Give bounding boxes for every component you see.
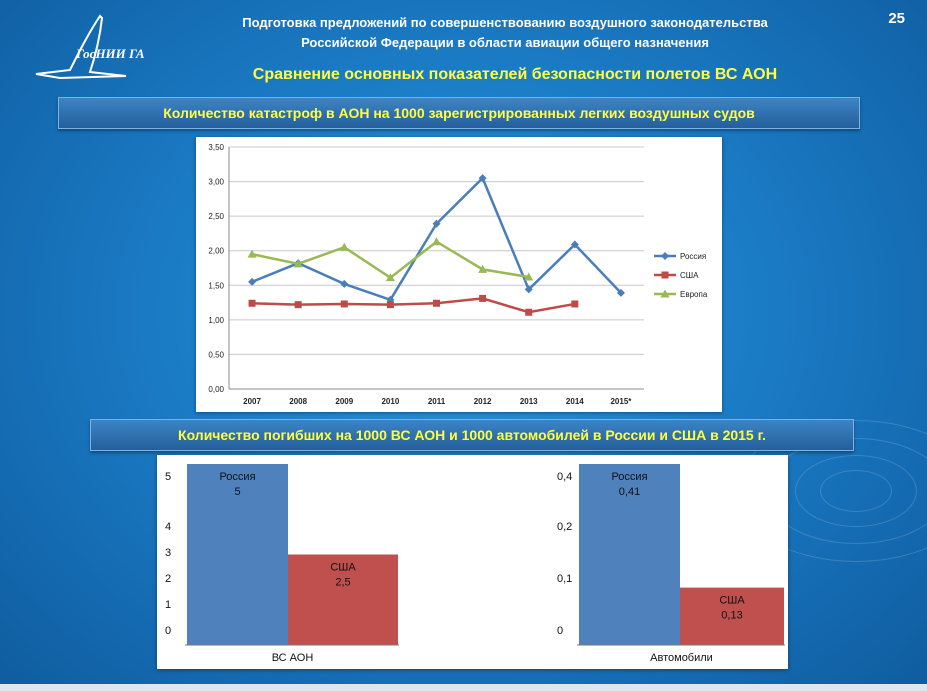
point-triangle [247,249,257,258]
point-diamond [524,285,533,294]
x-tick-label: 2009 [335,397,353,406]
bar-value-label: 0,41 [619,486,640,498]
legend-label: Европа [680,290,708,299]
x-tick-label: 2013 [520,397,538,406]
y-tick-label: 1 [165,599,171,611]
y-tick-label: 4 [165,521,171,533]
x-tick-label: 2007 [243,397,261,406]
point-diamond [661,252,669,260]
x-tick-label: 2011 [428,397,446,406]
bar-value-label: 5 [234,486,240,498]
series-line [252,297,576,314]
bar-value-label: 0,13 [721,610,742,622]
y-tick-label: 0,00 [208,385,224,394]
point-square [248,299,256,307]
footer-strip [0,684,927,691]
point-diamond [616,288,625,297]
point-triangle [524,272,534,281]
bar [680,587,784,645]
x-category-label: Автомобили [650,652,713,664]
point-triangle [660,289,670,298]
point-diamond [478,174,487,183]
svg-text:ГосНИИ ГА: ГосНИИ ГА [75,46,145,61]
y-tick-label: 5 [165,471,171,483]
bar-series-label: Россия [219,471,255,483]
point-diamond [432,219,441,228]
point-triangle [432,237,441,246]
y-tick-label: 2,00 [208,247,224,256]
x-tick-label: 2015* [610,397,632,406]
point-diamond [340,279,349,288]
gosnii-ga-logo: ГосНИИ ГА [35,14,145,80]
point-triangle [478,264,488,273]
x-tick-label: 2008 [289,397,307,406]
point-diamond [386,295,395,304]
header-line-1: Подготовка предложений по совершенствова… [242,15,768,30]
point-triangle [385,273,395,282]
legend-label: США [680,271,699,280]
x-tick-label: 2014 [566,397,584,406]
series-square [248,294,579,316]
point-square [386,301,394,309]
y-tick-label: 0 [165,625,171,637]
bar-series-label: Россия [611,471,647,483]
point-square [571,300,579,308]
point-square [433,299,440,307]
point-square [294,301,302,309]
bar-series-label: США [330,562,356,574]
point-diamond [570,240,579,249]
y-tick-label: 2 [165,573,171,585]
line-chart-panel: 0,00 0,50 1,00 1,50 2,00 2,50 3,00 3,50 2007 2008… [196,137,722,412]
y-tick-label: 0,1 [557,573,572,585]
banner-accidents: Количество катастроф в АОН на 1000 зарег… [58,97,860,129]
y-tick-label: 0,50 [208,350,224,359]
bar [288,554,398,645]
y-tick-label: 0 [557,625,563,637]
point-triangle [293,259,303,268]
y-tick-label: 0,2 [557,521,572,533]
point-square [525,308,533,316]
y-tick-label: 1,50 [208,281,224,290]
point-square [661,271,669,279]
line-chart: 0,00 0,50 1,00 1,50 2,00 2,50 3,00 3,50 2007 2008… [208,143,708,406]
bar [187,464,288,645]
slide-subtitle: Сравнение основных показателей безопасно… [252,66,778,83]
bar-charts: 0 1 2 3 4 5 Россия 5 США 2,5 ВС АОН 0 0,1 0,2 0,4 Росси… [165,464,785,664]
y-tick-label: 3,00 [208,178,224,187]
legend-label: Россия [680,252,706,261]
point-square [340,300,348,308]
x-category-label: ВС АОН [272,652,314,664]
bar-series-label: США [719,595,745,607]
page-number: 25 [888,10,905,27]
bar [579,464,680,645]
series-triangle [247,237,534,282]
point-triangle [339,242,349,251]
y-tick-label: 3,50 [208,143,224,152]
y-tick-label: 2,50 [208,212,224,221]
series-line [251,240,529,280]
banner-fatalities: Количество погибших на 1000 ВС АОН и 100… [90,419,854,451]
y-tick-label: 0,4 [557,471,572,483]
y-tick-label: 1,00 [208,316,224,325]
y-tick-label: 3 [165,547,171,559]
x-tick-label: 2012 [474,397,492,406]
header-line-2: Российской Федерации в области авиации о… [301,35,709,50]
bar-value-label: 2,5 [335,577,350,589]
x-tick-label: 2010 [381,397,399,406]
point-diamond [248,277,257,286]
point-square [479,294,487,302]
bar-chart-cars: 0 0,1 0,2 0,4 Россия 0,41 США 0,13 Автомобили [557,464,785,664]
bar-charts-panel: 0 1 2 3 4 5 Россия 5 США 2,5 ВС АОН 0 0,1 0,2 0,4 Росси… [157,455,788,669]
bar-chart-aircraft: 0 1 2 3 4 5 Россия 5 США 2,5 ВС АОН [165,464,399,664]
